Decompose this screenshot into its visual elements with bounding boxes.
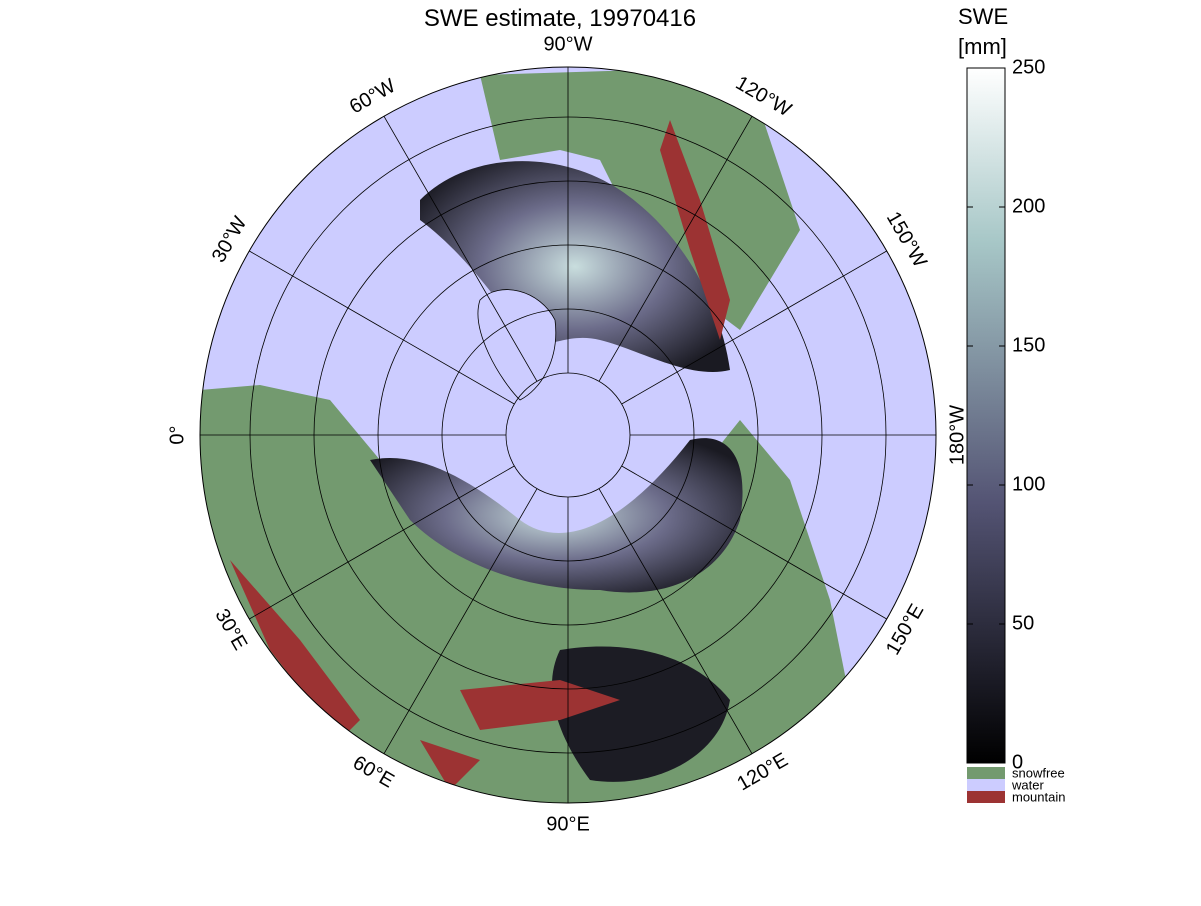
- greenland-outline: [477, 289, 557, 401]
- colorbar-tick-label: 150: [1012, 334, 1045, 356]
- snow-asia: [551, 646, 730, 782]
- colorbar-tick-label: 200: [1012, 195, 1045, 217]
- colorbar-tick-label: 250: [1012, 56, 1045, 78]
- colorbar-tick-label: 100: [1012, 473, 1045, 495]
- category-swatch: [967, 779, 1005, 791]
- map: [200, 67, 936, 803]
- colorbar: SWE [mm] 0 50 100 150 200 250 snowfreewatermou…: [958, 4, 1065, 804]
- title: SWE estimate, 19970416: [424, 5, 696, 32]
- colorbar-label: [mm]: [958, 34, 1007, 59]
- longitude-label: 90°W: [543, 33, 592, 55]
- map-border: [199, 66, 937, 804]
- category-label: mountain: [1012, 789, 1065, 804]
- colorbar-scale: [966, 67, 1006, 764]
- colorbar-label: SWE: [958, 4, 1008, 29]
- snow-eurasia: [370, 438, 743, 593]
- meridian: [383, 116, 538, 382]
- meridian: [598, 116, 753, 382]
- category-label: water: [1011, 777, 1044, 792]
- meridian: [249, 465, 515, 620]
- graticule: [200, 67, 936, 803]
- meridian: [621, 465, 887, 620]
- category-swatch: [967, 791, 1005, 803]
- land-north-america: [480, 70, 800, 330]
- snow-north-america: [420, 161, 730, 373]
- longitude-label: 0°: [166, 425, 188, 444]
- meridian: [383, 488, 538, 754]
- land-mountain: [230, 120, 730, 790]
- category-label: snowfree: [1012, 765, 1065, 780]
- meridian: [621, 250, 887, 405]
- colorbar-tick-label: 50: [1012, 612, 1034, 634]
- meridian: [598, 488, 753, 754]
- colorbar-tick-label: 0: [1012, 751, 1023, 773]
- category-swatch: [967, 767, 1005, 779]
- meridian: [249, 250, 515, 405]
- longitude-label: 180°W: [946, 405, 968, 465]
- longitude-label: 90°E: [546, 813, 590, 835]
